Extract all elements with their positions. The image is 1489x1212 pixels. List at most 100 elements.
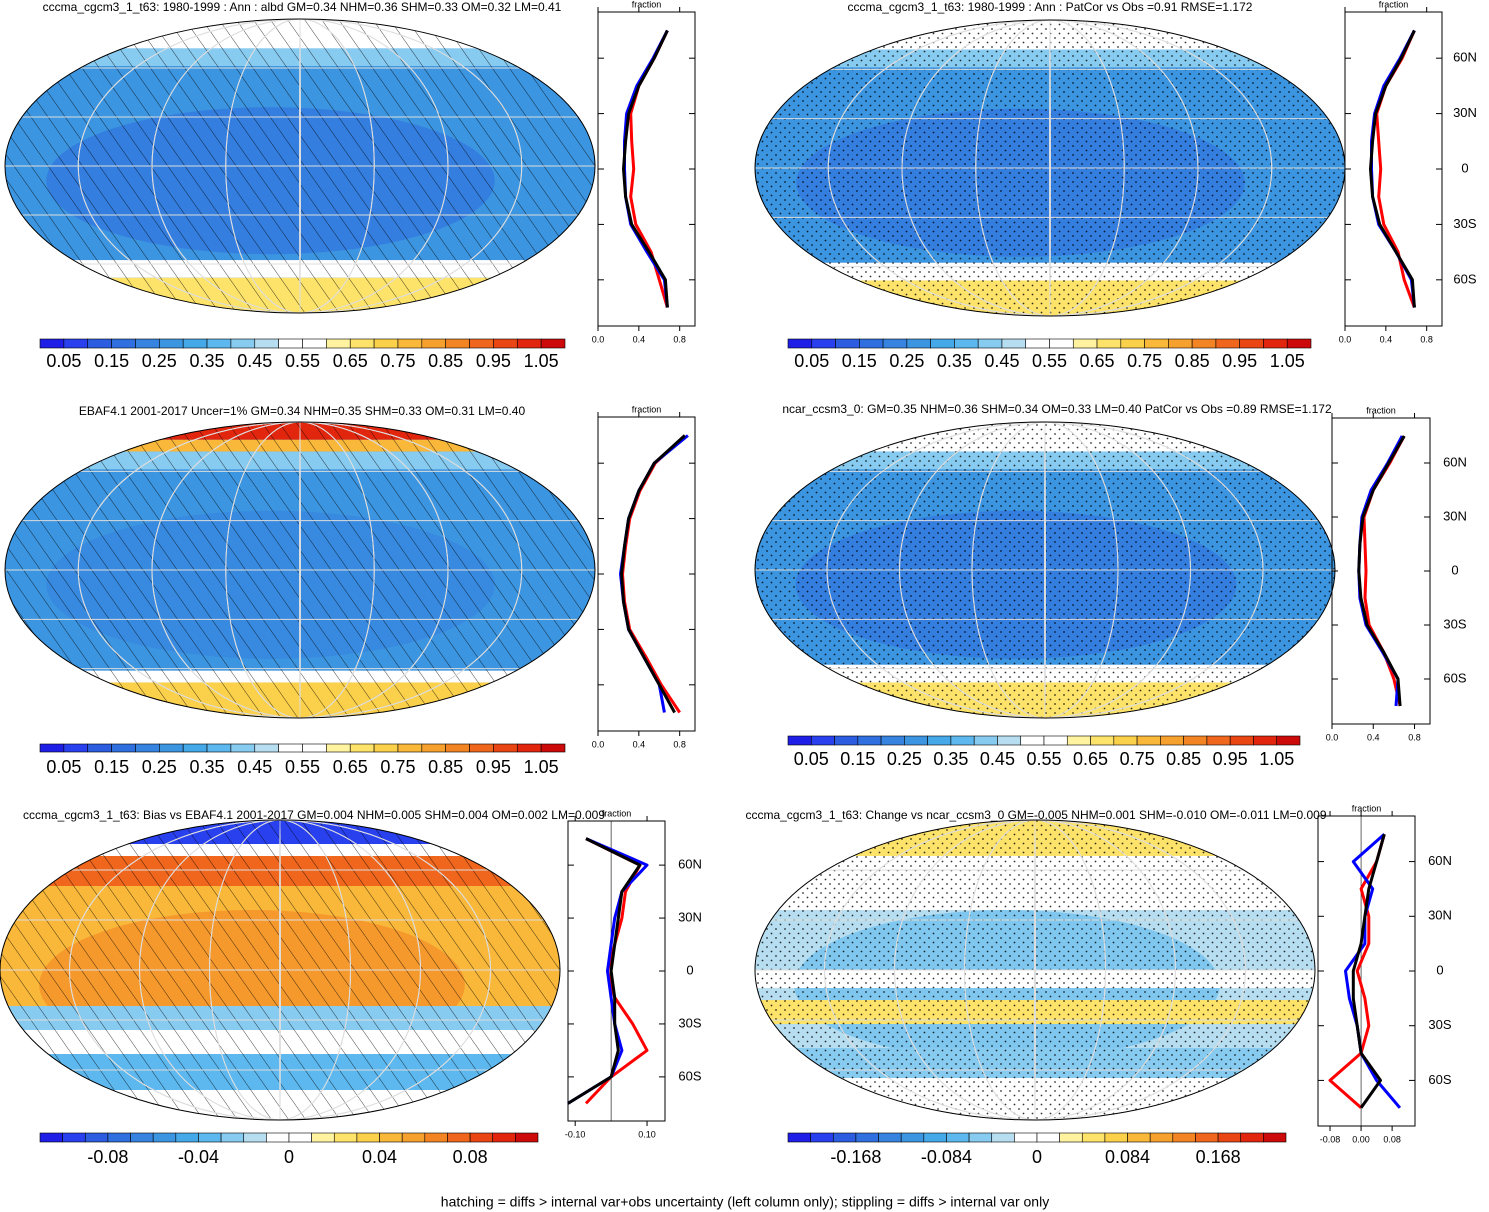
x-axis-label: fraction	[602, 808, 632, 818]
colorbar-box	[930, 338, 955, 349]
graticule	[1044, 422, 1046, 718]
colorbar-box	[130, 1132, 154, 1143]
colorbar-label: 0.084	[1105, 1147, 1150, 1167]
colorbar-box	[882, 338, 908, 349]
colorbar-box	[1263, 338, 1288, 349]
profile-line	[622, 29, 669, 308]
graticule	[299, 422, 301, 718]
graticule	[901, 20, 1199, 316]
colorbar-box	[152, 1132, 177, 1143]
colorbar-label: 0.05	[794, 749, 829, 769]
colorbar-box	[111, 338, 136, 349]
colorbar-box	[1020, 735, 1045, 746]
panel-title: EBAF4.1 2001-2017 Uncer=1% GM=0.34 NHM=0…	[79, 404, 526, 418]
colorbar-box	[1253, 735, 1278, 746]
colorbar-box	[787, 735, 812, 746]
colorbar-box	[302, 743, 327, 753]
colorbar-box	[373, 743, 399, 753]
colorbar-label: 0.95	[1222, 351, 1257, 371]
colorbar-box	[111, 743, 136, 753]
y-tick-label: 30S	[1428, 1017, 1451, 1032]
colorbar-box	[1240, 1132, 1264, 1143]
colorbar-label: 0	[1032, 1147, 1042, 1167]
profile-line	[1328, 833, 1386, 1109]
map	[0, 820, 560, 1120]
colorbar-label: -0.084	[921, 1147, 972, 1167]
colorbar-box	[1014, 1132, 1038, 1143]
colorbar-box	[447, 1132, 471, 1143]
colorbar-label: 0.85	[428, 351, 463, 371]
colorbar-box	[1113, 735, 1138, 746]
profile-frame	[567, 820, 666, 1122]
colorbar-label: 0.15	[842, 351, 877, 371]
colorbar-box	[810, 1132, 834, 1143]
x-axis-label: fraction	[1379, 0, 1409, 9]
y-tick-label: 0	[686, 962, 693, 977]
colorbar-box	[1025, 338, 1050, 349]
y-tick-label: 30S	[1443, 616, 1466, 631]
colorbar-box	[1149, 1132, 1174, 1143]
colorbar-box	[811, 338, 836, 349]
colorbar-box	[927, 735, 952, 746]
colorbar-box	[1183, 735, 1208, 746]
profile-line	[567, 837, 649, 1105]
x-tick-label: 0.00	[1352, 1134, 1370, 1144]
colorbar-box	[62, 1132, 86, 1143]
colorbar-label: 0.95	[476, 757, 511, 777]
colorbar-box	[1172, 1132, 1196, 1143]
colorbar-box	[1096, 338, 1122, 349]
y-tick-label: 30N	[678, 909, 702, 924]
colorbar-box	[107, 1132, 131, 1143]
graticule	[826, 422, 1264, 718]
colorbar-box	[787, 1132, 811, 1143]
y-tick-label: 30S	[1453, 216, 1476, 231]
x-axis-label: fraction	[1366, 405, 1396, 415]
colorbar-box	[1036, 1132, 1060, 1143]
graticule	[1034, 820, 1036, 1120]
colorbar-box	[832, 1132, 857, 1143]
y-tick-label: 60S	[1428, 1072, 1451, 1087]
colorbar-label: 0.05	[46, 351, 81, 371]
colorbar-box	[516, 338, 542, 349]
colorbar-box	[63, 338, 89, 349]
colorbar-box	[421, 338, 446, 349]
colorbar-box	[206, 338, 232, 349]
colorbar-box	[198, 1132, 222, 1143]
x-tick-label: -0.08	[1320, 1134, 1341, 1144]
graticule	[69, 820, 491, 1120]
colorbar-label: 0.45	[237, 351, 272, 371]
colorbar-box	[810, 735, 835, 746]
colorbar-label: 0.15	[840, 749, 875, 769]
colorbar-box	[906, 338, 931, 349]
colorbar-box	[469, 1132, 494, 1143]
colorbar-box	[175, 1132, 199, 1143]
colorbar-box	[900, 1132, 925, 1143]
y-tick-label: 60N	[678, 857, 702, 872]
colorbar-box	[445, 338, 470, 349]
profile-line	[621, 434, 686, 714]
colorbar-box	[968, 1132, 993, 1143]
graticule	[77, 19, 523, 313]
colorbar-box	[84, 1132, 109, 1143]
colorbar-box	[954, 338, 979, 349]
colorbar-label: 0.65	[1073, 749, 1108, 769]
graticule	[209, 820, 351, 1120]
colorbar-box	[1263, 1132, 1287, 1143]
profile-line	[1375, 29, 1416, 309]
colorbar-box	[1191, 338, 1217, 349]
panel-title: ncar_ccsm3_0: GM=0.35 NHM=0.36 SHM=0.34 …	[782, 402, 1332, 416]
x-axis-label: fraction	[632, 0, 662, 9]
profile-frame	[1344, 11, 1443, 327]
colorbar-box	[1229, 735, 1254, 746]
colorbar-box	[1239, 338, 1264, 349]
colorbar-box	[39, 743, 65, 753]
colorbar-box	[997, 735, 1022, 746]
colorbar-label: 1.05	[1270, 351, 1305, 371]
colorbar-label: 0.75	[380, 351, 415, 371]
colorbar-box	[1195, 1132, 1219, 1143]
colorbar-box	[39, 1132, 63, 1143]
colorbar-box	[973, 735, 998, 746]
colorbar-label: 0.35	[933, 749, 968, 769]
colorbar-box	[1160, 735, 1184, 746]
graticule	[77, 422, 523, 718]
